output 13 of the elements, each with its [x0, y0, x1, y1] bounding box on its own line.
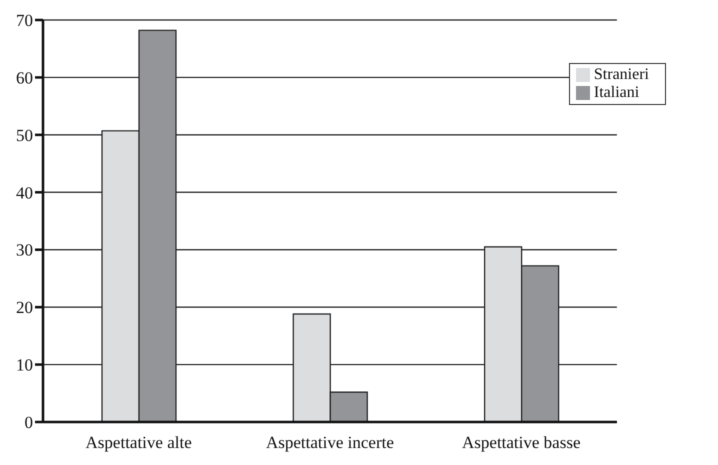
x-tick-label: Aspettative incerte — [266, 433, 394, 452]
x-tick-label: Aspettative alte — [86, 433, 192, 452]
y-tick-label: 0 — [24, 413, 33, 432]
y-tick-label: 60 — [16, 68, 33, 88]
y-tick-label: 30 — [16, 240, 33, 260]
legend-label: Stranieri — [594, 66, 649, 83]
y-tick-label: 70 — [16, 11, 33, 30]
legend-label: Italiani — [594, 84, 640, 101]
y-tick-label: 10 — [16, 356, 33, 375]
y-tick-label: 50 — [16, 126, 33, 145]
y-tick-label: 20 — [16, 298, 33, 318]
y-tick-label: 40 — [16, 183, 33, 202]
x-tick-label: Aspettative basse — [462, 433, 581, 452]
